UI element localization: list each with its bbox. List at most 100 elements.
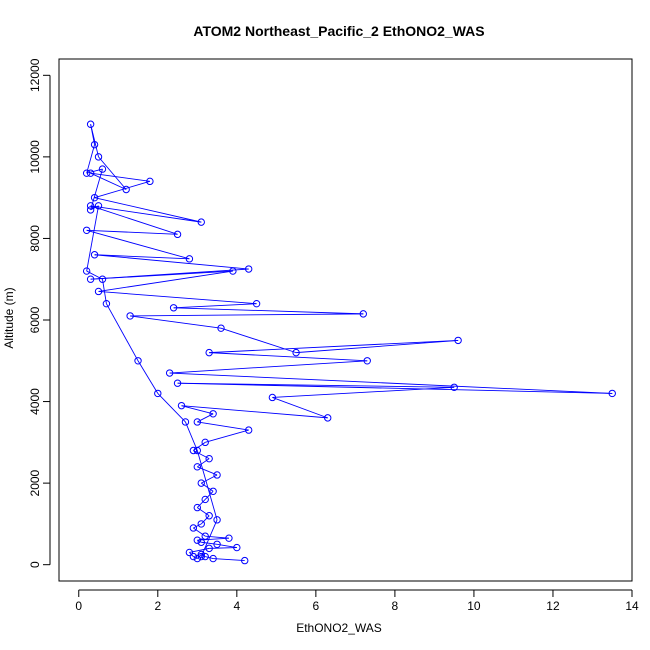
y-axis-label: Altitude (m) (2, 287, 16, 348)
series-line-segment (94, 254, 249, 270)
y-tick-label: 0 (28, 561, 42, 568)
y-tick-label: 2000 (28, 469, 42, 496)
data-point (209, 487, 217, 495)
data-point (193, 463, 202, 471)
series-line-segment (193, 450, 210, 460)
series-line-segment (204, 490, 214, 500)
y-tick-label: 12000 (28, 58, 42, 92)
data-point (205, 512, 213, 520)
data-point (201, 495, 209, 504)
x-tick-label: 14 (625, 599, 639, 613)
data-point (189, 446, 198, 455)
series-line-segment (106, 303, 139, 361)
data-point (189, 552, 198, 561)
data-point (94, 153, 103, 161)
data-point (205, 454, 213, 463)
data-point (359, 310, 367, 318)
series-line-segment (169, 360, 368, 374)
series-line-segment (220, 327, 297, 354)
data-point (450, 383, 458, 391)
series-line-segment (209, 339, 459, 354)
series-line-segment (193, 556, 198, 559)
series-line-segment (200, 515, 210, 525)
data-point (181, 418, 190, 426)
data-point (193, 554, 202, 563)
x-tick-label: 2 (154, 599, 161, 613)
series-line-segment (90, 172, 127, 190)
series-line-segment (137, 360, 159, 394)
series-line-segment (169, 372, 613, 394)
data-point (82, 267, 91, 275)
data-point (244, 426, 253, 434)
data-point (86, 275, 95, 283)
data-point (173, 379, 182, 387)
series-line-segment (86, 229, 190, 260)
data-point (154, 389, 162, 398)
series-line-segment (185, 421, 198, 451)
data-point (82, 169, 91, 177)
series-line-segment (86, 229, 178, 235)
data-point (197, 550, 205, 559)
series-line-segment (197, 458, 210, 468)
series-line-segment (193, 527, 206, 537)
series-line-segment (86, 205, 99, 272)
data-point (197, 538, 205, 546)
series-line-segment (90, 205, 202, 223)
chart-title: ATOM2 Northeast_Pacific_2 EthONO2_WAS (193, 23, 484, 39)
series-line-segment (173, 303, 257, 309)
data-point (90, 193, 99, 202)
series-line-segment (173, 307, 364, 315)
series-line-segment (272, 397, 328, 419)
series-line-segment (205, 556, 214, 560)
series-line-segment (196, 450, 218, 520)
series-line-segment (201, 541, 218, 545)
data-point (197, 520, 205, 528)
series-line-segment (90, 268, 249, 280)
data-point (193, 503, 202, 512)
data-point (209, 410, 217, 418)
data-point (205, 348, 213, 357)
x-tick-label: 8 (392, 599, 399, 613)
data-point (268, 393, 277, 402)
data-point (86, 120, 95, 128)
data-point (252, 299, 261, 308)
data-point (82, 226, 91, 234)
data-point (201, 438, 209, 447)
series-line-segment (94, 197, 202, 223)
data-point (454, 336, 462, 345)
data-point (98, 165, 107, 173)
series-line-segment (94, 254, 190, 260)
series-lines (86, 124, 613, 562)
series-line-segment (130, 313, 364, 317)
data-point (90, 251, 99, 259)
data-point (185, 255, 194, 263)
data-point (86, 202, 95, 210)
data-point (94, 202, 103, 210)
data-point (193, 418, 202, 426)
data-point (193, 446, 202, 455)
data-point (244, 265, 253, 273)
data-point (213, 540, 221, 548)
data-point (363, 357, 371, 365)
series-line-segment (189, 552, 194, 557)
series-line-segment (102, 279, 107, 304)
series-line-segment (86, 168, 103, 174)
y-tick-label: 6000 (28, 306, 42, 333)
data-point (177, 401, 186, 410)
data-point (146, 177, 154, 186)
series-line-segment (181, 405, 214, 415)
data-point (197, 479, 205, 487)
data-point (98, 275, 107, 283)
x-tick-label: 6 (313, 599, 320, 613)
series-line-segment (209, 547, 237, 549)
series-line-segment (209, 352, 368, 362)
data-point (292, 348, 300, 357)
data-point (169, 304, 178, 312)
data-point (229, 267, 237, 275)
data-point (189, 524, 198, 532)
data-point (233, 543, 241, 552)
x-axis: 0 2 4 6 8 10 12 14 (75, 589, 639, 613)
data-point (134, 357, 142, 365)
series-line-segment (296, 339, 459, 354)
